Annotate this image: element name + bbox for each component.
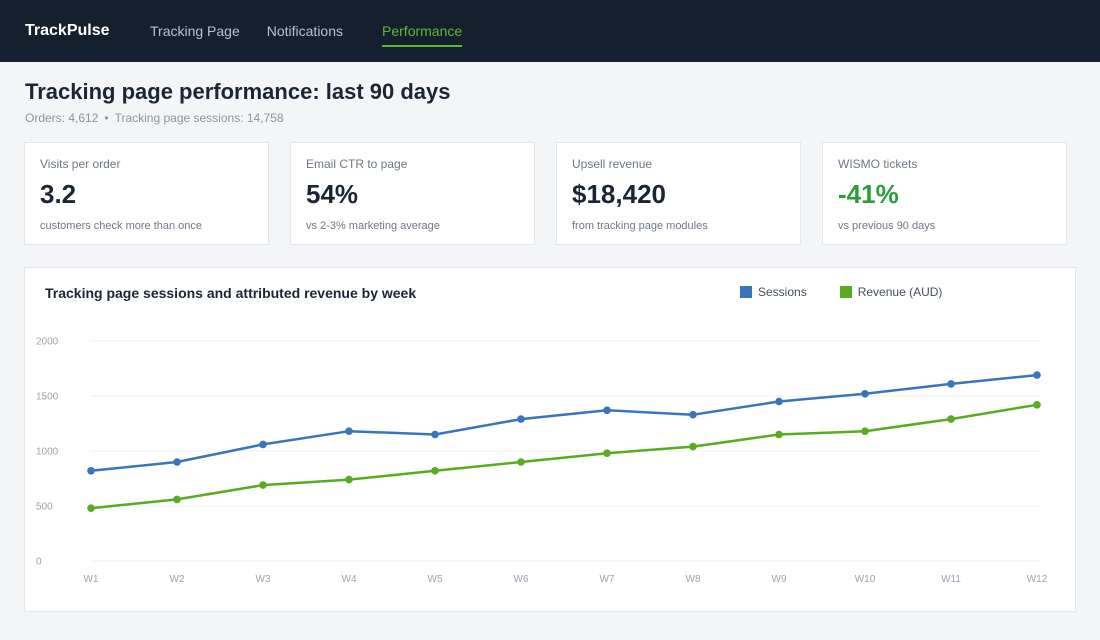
data-point-revenue[interactable] bbox=[173, 495, 181, 504]
top-navigation-bar: TrackPulse Tracking Page Notifications P… bbox=[0, 0, 1100, 62]
series-line-sessions bbox=[90, 373, 1038, 473]
main-nav: Tracking Page Notifications Performance bbox=[150, 0, 489, 62]
data-point-revenue[interactable] bbox=[603, 449, 611, 457]
data-point-revenue[interactable] bbox=[861, 427, 869, 435]
kpi-card-visits-per-order: Visits per order 3.2 customers check mor… bbox=[24, 142, 269, 245]
kpi-note: vs 2-3% marketing average bbox=[306, 220, 440, 232]
x-tick-label: W8 bbox=[686, 574, 701, 585]
y-tick-label: 1500 bbox=[36, 392, 59, 403]
legend-item-revenue[interactable]: Revenue (AUD) bbox=[839, 285, 943, 299]
data-point-revenue[interactable] bbox=[431, 467, 439, 475]
kpi-label: Upsell revenue bbox=[572, 157, 653, 171]
data-point-sessions[interactable] bbox=[861, 390, 869, 398]
data-point-sessions[interactable] bbox=[603, 406, 611, 415]
page-title: Tracking page performance: last 90 days bbox=[25, 79, 451, 104]
legend-item-sessions[interactable]: Sessions bbox=[740, 285, 807, 299]
data-point-sessions[interactable] bbox=[689, 410, 697, 419]
legend-swatch-sessions bbox=[740, 286, 752, 298]
series-line-revenue bbox=[90, 403, 1038, 510]
brand-logo[interactable]: TrackPulse bbox=[25, 22, 110, 39]
y-tick-label: 0 bbox=[36, 557, 42, 568]
separator-dot: • bbox=[104, 111, 109, 125]
data-point-sessions[interactable] bbox=[345, 427, 353, 435]
data-point-revenue[interactable] bbox=[689, 442, 697, 451]
legend-label-sessions: Sessions bbox=[758, 285, 807, 299]
data-point-sessions[interactable] bbox=[87, 467, 95, 475]
kpi-value: 3.2 bbox=[40, 179, 77, 209]
x-tick-label: W4 bbox=[342, 574, 357, 585]
data-point-revenue[interactable] bbox=[259, 481, 267, 489]
data-point-revenue[interactable] bbox=[87, 504, 95, 512]
kpi-note: from tracking page modules bbox=[572, 220, 708, 232]
kpi-note: customers check more than once bbox=[40, 220, 203, 232]
legend-label-revenue: Revenue (AUD) bbox=[857, 285, 943, 299]
data-point-revenue[interactable] bbox=[1033, 401, 1041, 409]
kpi-value: $18,420 bbox=[572, 179, 666, 209]
page-header: Tracking page performance: last 90 days … bbox=[25, 79, 451, 125]
data-point-revenue[interactable] bbox=[947, 415, 955, 423]
x-tick-label: W6 bbox=[514, 574, 529, 585]
data-point-revenue[interactable] bbox=[345, 475, 353, 484]
nav-tracking-page[interactable]: Tracking Page bbox=[150, 23, 240, 39]
legend-swatch-revenue bbox=[839, 286, 852, 298]
data-point-sessions[interactable] bbox=[517, 415, 525, 423]
kpi-note: vs previous 90 days bbox=[838, 220, 936, 232]
x-tick-label: W12 bbox=[1027, 574, 1048, 585]
kpi-card-wismo-tickets: WISMO tickets -41% vs previous 90 days bbox=[822, 142, 1067, 245]
sessions-count: Tracking page sessions: 14,758 bbox=[114, 111, 284, 125]
x-tick-label: W3 bbox=[256, 574, 271, 585]
data-point-sessions[interactable] bbox=[173, 458, 181, 466]
kpi-label: Visits per order bbox=[40, 157, 121, 171]
kpi-value: -41% bbox=[838, 179, 899, 209]
data-point-sessions[interactable] bbox=[431, 430, 439, 439]
x-tick-label: W9 bbox=[772, 574, 787, 585]
kpi-value: 54% bbox=[306, 179, 359, 209]
y-tick-label: 2000 bbox=[36, 337, 59, 348]
sessions-revenue-chart-panel: 0 500 1000 1500 2000 W1 W2 W3 W4 W5 W6 W7 W8 W9 W10 W11… bbox=[24, 267, 1076, 612]
data-point-sessions[interactable] bbox=[775, 397, 783, 406]
chart-legend: Sessions Revenue (AUD) bbox=[740, 285, 975, 299]
x-tick-label: W10 bbox=[855, 574, 876, 585]
x-tick-label: W1 bbox=[84, 574, 99, 585]
nav-notifications[interactable]: Notifications bbox=[266, 23, 344, 39]
chart-title: Tracking page sessions and attributed re… bbox=[45, 285, 417, 301]
kpi-label: Email CTR to page bbox=[306, 157, 408, 171]
kpi-card-email-ctr: Email CTR to page 54% vs 2-3% marketing … bbox=[290, 142, 535, 245]
page-subtitle: Orders: 4,612 • Tracking page sessions: 14… bbox=[25, 111, 451, 125]
data-point-sessions[interactable] bbox=[947, 380, 955, 388]
kpi-label: WISMO tickets bbox=[838, 157, 918, 171]
x-tick-label: W5 bbox=[428, 574, 443, 585]
y-tick-label: 500 bbox=[36, 502, 53, 513]
data-point-revenue[interactable] bbox=[517, 458, 525, 466]
y-tick-label: 1000 bbox=[36, 447, 59, 458]
orders-count: Orders: 4,612 bbox=[25, 111, 99, 125]
data-point-sessions[interactable] bbox=[259, 440, 267, 449]
x-tick-label: W7 bbox=[600, 574, 615, 585]
nav-performance[interactable]: Performance bbox=[382, 0, 463, 62]
kpi-card-upsell-revenue: Upsell revenue $18,420 from tracking pag… bbox=[556, 142, 801, 245]
line-chart: 0 500 1000 1500 2000 W1 W2 W3 W4 W5 W6 W7 W8 W9 W10 W11… bbox=[36, 337, 1048, 586]
x-tick-label: W11 bbox=[941, 574, 961, 585]
data-point-sessions[interactable] bbox=[1033, 371, 1041, 379]
data-point-revenue[interactable] bbox=[775, 430, 783, 439]
x-tick-label: W2 bbox=[170, 574, 185, 585]
